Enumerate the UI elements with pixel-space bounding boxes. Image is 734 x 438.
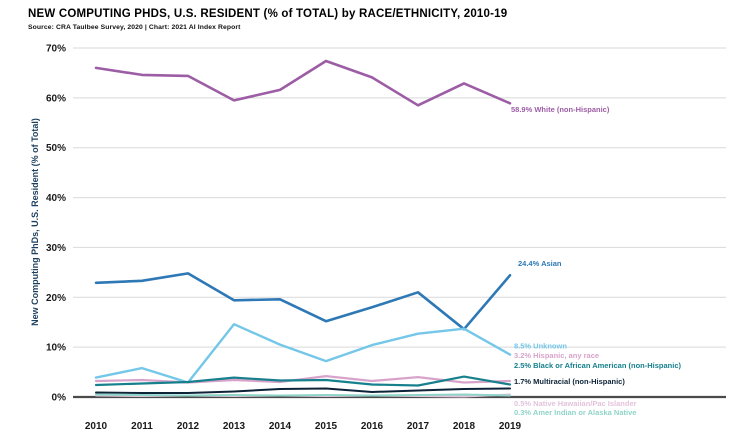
x-tick-label: 2010 xyxy=(85,421,108,432)
series-end-label: 8.5% Unknown xyxy=(514,342,567,351)
y-tick-label: 20% xyxy=(46,293,66,304)
x-tick-label: 2016 xyxy=(361,421,384,432)
y-axis-title: New Computing PhDs, U.S. Resident (% of … xyxy=(30,118,40,326)
series-end-label: 24.4% Asian xyxy=(518,259,562,268)
x-tick-label: 2015 xyxy=(315,421,338,432)
series-end-label: 3.2% Hispanic, any race xyxy=(514,351,599,360)
series-end-label: 0.5% Native Hawaiian/Pac Islander xyxy=(514,399,637,408)
x-tick-label: 2014 xyxy=(269,421,292,432)
chart-title: NEW COMPUTING PHDS, U.S. RESIDENT (% of … xyxy=(28,8,508,20)
x-tick-label: 2013 xyxy=(223,421,246,432)
series-end-label: 58.9% White (non-Hispanic) xyxy=(511,105,610,114)
y-tick-label: 70% xyxy=(46,44,66,55)
series-line xyxy=(94,272,512,331)
x-tick-label: 2017 xyxy=(407,421,430,432)
chart-source: Source: CRA Taulbee Survey, 2020 | Chart… xyxy=(28,24,241,31)
series-line xyxy=(94,59,512,107)
series-line xyxy=(94,323,512,384)
series-line xyxy=(95,393,511,397)
y-tick-label: 30% xyxy=(46,243,66,254)
y-tick-label: 60% xyxy=(46,93,66,104)
series-end-label: 2.5% Black or African American (non-Hisp… xyxy=(514,361,681,370)
x-tick-label: 2011 xyxy=(131,421,153,432)
x-tick-label: 2019 xyxy=(499,421,522,432)
y-tick-label: 50% xyxy=(46,143,66,154)
x-tick-label: 2012 xyxy=(177,421,200,432)
series-line xyxy=(94,375,512,384)
x-tick-label: 2018 xyxy=(453,421,476,432)
series-end-label: 1.7% Multiracial (non-Hispanic) xyxy=(514,377,625,386)
series-line xyxy=(95,387,511,394)
y-tick-label: 0% xyxy=(52,393,67,404)
y-tick-label: 10% xyxy=(46,343,66,354)
series-end-label: 0.3% Amer Indian or Alaska Native xyxy=(514,408,636,417)
series-line xyxy=(94,375,512,387)
y-tick-label: 40% xyxy=(46,193,66,204)
